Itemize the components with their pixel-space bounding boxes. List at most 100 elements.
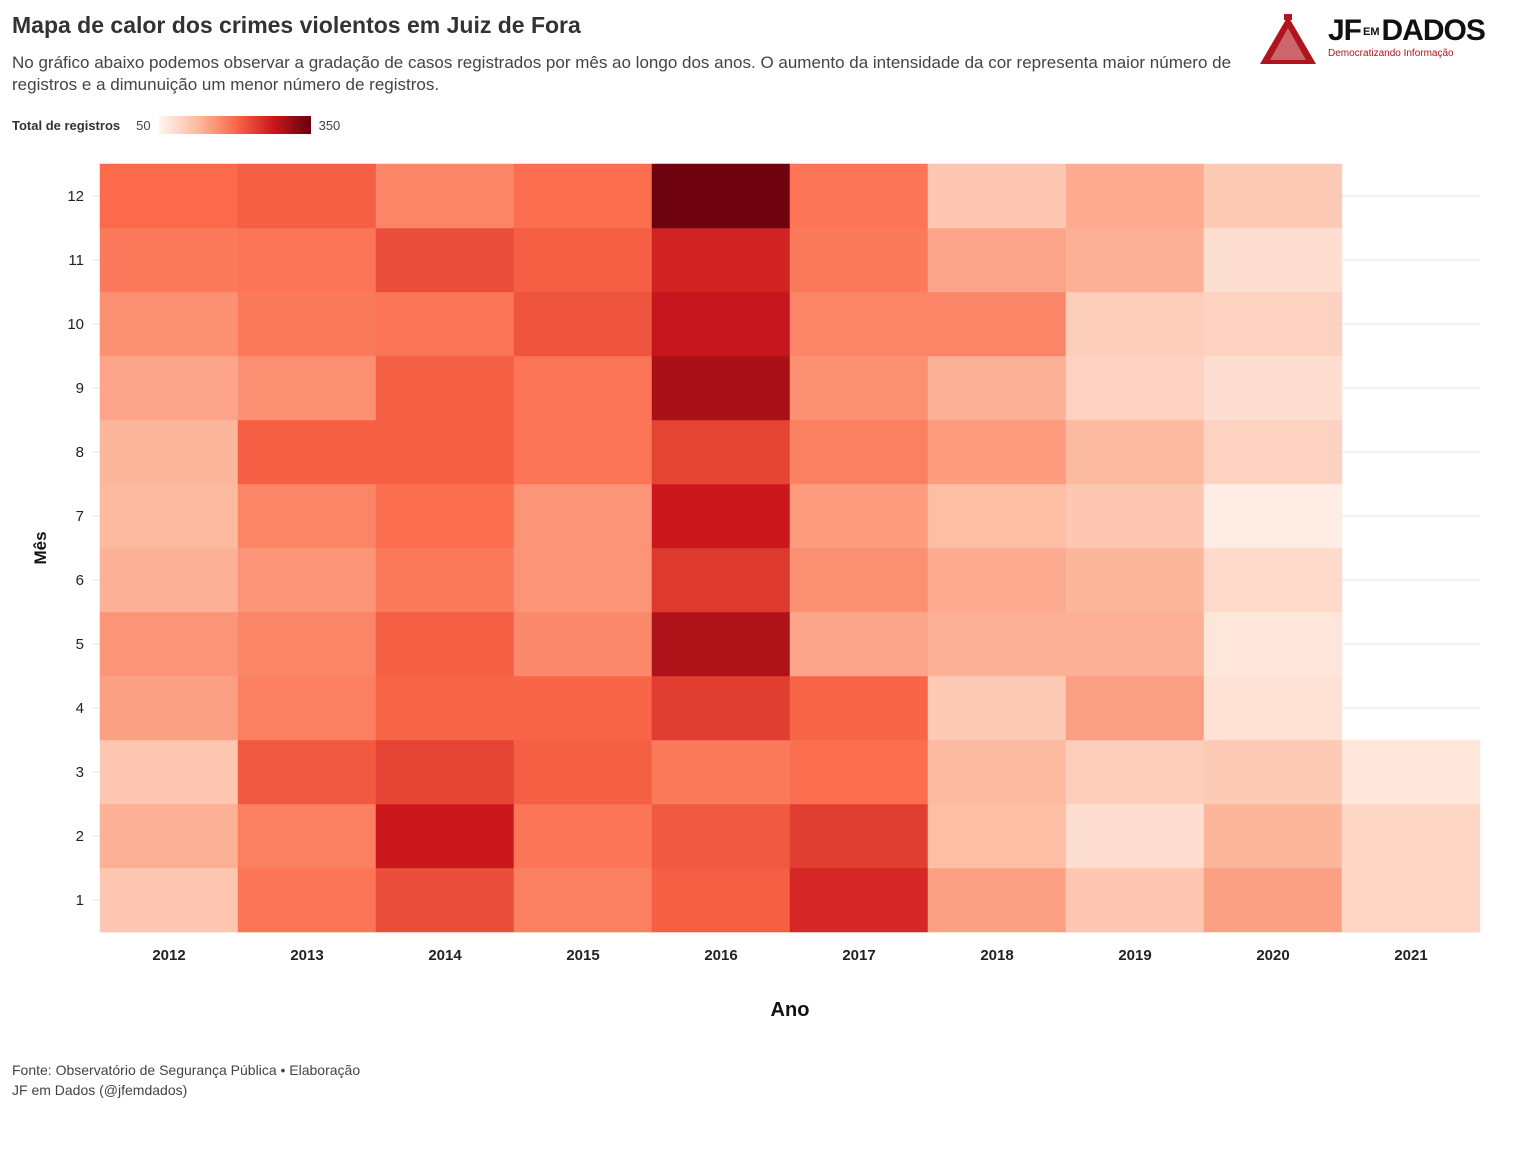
heatmap-cell — [1341, 739, 1481, 805]
heatmap-cell — [789, 803, 929, 869]
heatmap-cell — [651, 803, 791, 869]
heatmap-cell — [237, 419, 377, 485]
heatmap-cell — [237, 355, 377, 421]
heatmap-cell — [1203, 547, 1343, 613]
heatmap-cell — [927, 355, 1067, 421]
heatmap-cell — [513, 163, 653, 229]
color-legend: Total de registros 50 350 — [12, 114, 340, 136]
legend-min-label: 50 — [136, 117, 151, 133]
heatmap-cell — [1203, 227, 1343, 293]
heatmap-cell — [651, 547, 791, 613]
y-tick-label: 11 — [68, 252, 84, 269]
heatmap-cell — [651, 867, 791, 933]
heatmap-cell — [927, 291, 1067, 357]
heatmap-cell — [927, 739, 1067, 805]
x-tick-label: 2019 — [1118, 947, 1151, 964]
heatmap-cell — [927, 163, 1067, 229]
heatmap-cell — [1065, 611, 1205, 677]
heatmap-cell — [513, 611, 653, 677]
heatmap-cell — [651, 355, 791, 421]
heatmap-cell — [789, 547, 929, 613]
x-tick-label: 2014 — [428, 947, 462, 964]
source-note: Fonte: Observatório de Segurança Pública… — [12, 1060, 360, 1100]
heatmap-cell — [927, 419, 1067, 485]
heatmap-cell — [513, 227, 653, 293]
heatmap-cell — [789, 483, 929, 549]
heatmap-cell — [237, 867, 377, 933]
heatmap-cell — [1065, 483, 1205, 549]
heatmap-cell — [651, 611, 791, 677]
heatmap-cell — [513, 803, 653, 869]
heatmap-cell — [927, 611, 1067, 677]
heatmap-cell — [237, 803, 377, 869]
x-tick-label: 2013 — [290, 947, 323, 964]
heatmap-cell — [513, 419, 653, 485]
heatmap-cell — [237, 547, 377, 613]
heatmap-chart: 2012 2013 2014 2015 2016 2017 2018 2019 2020 2021… — [31, 163, 1481, 1021]
heatmap-cell — [1203, 163, 1343, 229]
heatmap-cell — [789, 163, 929, 229]
heatmap-cell — [927, 803, 1067, 869]
heatmap-cell — [513, 675, 653, 741]
y-tick-label: 3 — [76, 764, 84, 781]
heatmap-cell — [375, 611, 515, 677]
y-tick-label: 4 — [76, 700, 84, 717]
heatmap-cell — [375, 739, 515, 805]
logo-brand-right: DADOS — [1381, 14, 1486, 47]
x-tick-labels: 2012 2013 2014 2015 2016 2017 2018 2019 2020 2021 — [152, 947, 1427, 964]
heatmap-cell — [237, 227, 377, 293]
heatmap-cell — [1065, 739, 1205, 805]
y-tick-label: 10 — [67, 316, 84, 333]
heatmap-cell — [1203, 803, 1343, 869]
heatmap-cell — [927, 547, 1067, 613]
logo-triangle-icon — [1260, 14, 1316, 64]
heatmap-cell — [237, 163, 377, 229]
heatmap-cell — [513, 547, 653, 613]
heatmap-cell — [99, 739, 239, 805]
heatmap-cell — [375, 291, 515, 357]
heatmap-cell — [99, 611, 239, 677]
heatmap-cell — [1065, 227, 1205, 293]
heatmap-cell — [513, 483, 653, 549]
heatmap-cell — [237, 739, 377, 805]
heatmap-cell — [1065, 163, 1205, 229]
legend-max-label: 350 — [318, 117, 341, 133]
heatmap-cell — [1341, 803, 1481, 869]
heatmap-cell — [237, 611, 377, 677]
legend-gradient-bar — [158, 116, 311, 134]
heatmap-cell — [99, 547, 239, 613]
heatmap-cell — [1203, 419, 1343, 485]
heatmap-cell — [789, 867, 929, 933]
heatmap-cell — [789, 611, 929, 677]
logo-wordmark: JF EMDADOS — [1328, 14, 1486, 48]
y-tick-label: 6 — [76, 572, 84, 589]
x-tick-label: 2018 — [980, 947, 1013, 964]
x-tick-label: 2015 — [566, 947, 599, 964]
heatmap-cell — [1203, 611, 1343, 677]
heatmap-cell — [513, 355, 653, 421]
heatmap-cell — [1065, 547, 1205, 613]
heatmap-cell — [1203, 355, 1343, 421]
y-tick-label: 9 — [76, 380, 84, 397]
y-tick-label: 1 — [76, 892, 84, 909]
heatmap-cell — [375, 483, 515, 549]
heatmap-cell — [789, 291, 929, 357]
heatmap-cell — [651, 675, 791, 741]
heatmap-cell — [375, 355, 515, 421]
logo-brand-left: JF — [1328, 14, 1362, 47]
heatmap-cell — [789, 227, 929, 293]
heatmap-cell — [513, 867, 653, 933]
heatmap-cell — [1203, 867, 1343, 933]
heatmap-cell — [375, 867, 515, 933]
heatmap-cell — [99, 675, 239, 741]
heatmap-cell — [375, 547, 515, 613]
heatmap-cell — [375, 675, 515, 741]
y-tick-label: 8 — [76, 444, 84, 461]
heatmap-cell — [99, 803, 239, 869]
heatmap-cell — [1065, 419, 1205, 485]
heatmap-cell — [1203, 739, 1343, 805]
x-axis-label: Ano — [771, 999, 810, 1021]
heatmap-cell — [789, 739, 929, 805]
x-tick-label: 2017 — [842, 947, 875, 964]
heatmap-cell — [513, 739, 653, 805]
